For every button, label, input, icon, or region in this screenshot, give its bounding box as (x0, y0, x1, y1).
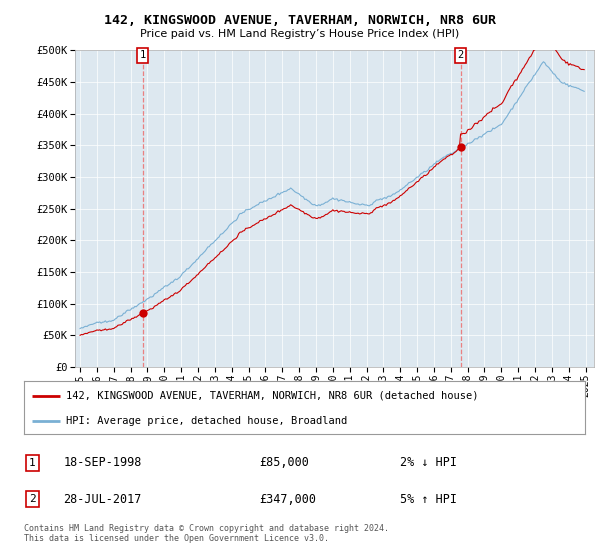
Text: 2: 2 (457, 50, 464, 60)
Text: £85,000: £85,000 (260, 456, 310, 469)
Text: 5% ↑ HPI: 5% ↑ HPI (400, 493, 457, 506)
Text: Contains HM Land Registry data © Crown copyright and database right 2024.
This d: Contains HM Land Registry data © Crown c… (24, 524, 389, 543)
Text: £347,000: £347,000 (260, 493, 317, 506)
Text: Price paid vs. HM Land Registry’s House Price Index (HPI): Price paid vs. HM Land Registry’s House … (140, 29, 460, 39)
Text: 142, KINGSWOOD AVENUE, TAVERHAM, NORWICH, NR8 6UR: 142, KINGSWOOD AVENUE, TAVERHAM, NORWICH… (104, 14, 496, 27)
Text: HPI: Average price, detached house, Broadland: HPI: Average price, detached house, Broa… (66, 416, 347, 426)
Text: 2% ↓ HPI: 2% ↓ HPI (400, 456, 457, 469)
Text: 28-JUL-2017: 28-JUL-2017 (63, 493, 142, 506)
Text: 2: 2 (29, 494, 36, 504)
Text: 142, KINGSWOOD AVENUE, TAVERHAM, NORWICH, NR8 6UR (detached house): 142, KINGSWOOD AVENUE, TAVERHAM, NORWICH… (66, 391, 479, 401)
Text: 18-SEP-1998: 18-SEP-1998 (63, 456, 142, 469)
Text: 1: 1 (29, 458, 36, 468)
Text: 1: 1 (140, 50, 146, 60)
